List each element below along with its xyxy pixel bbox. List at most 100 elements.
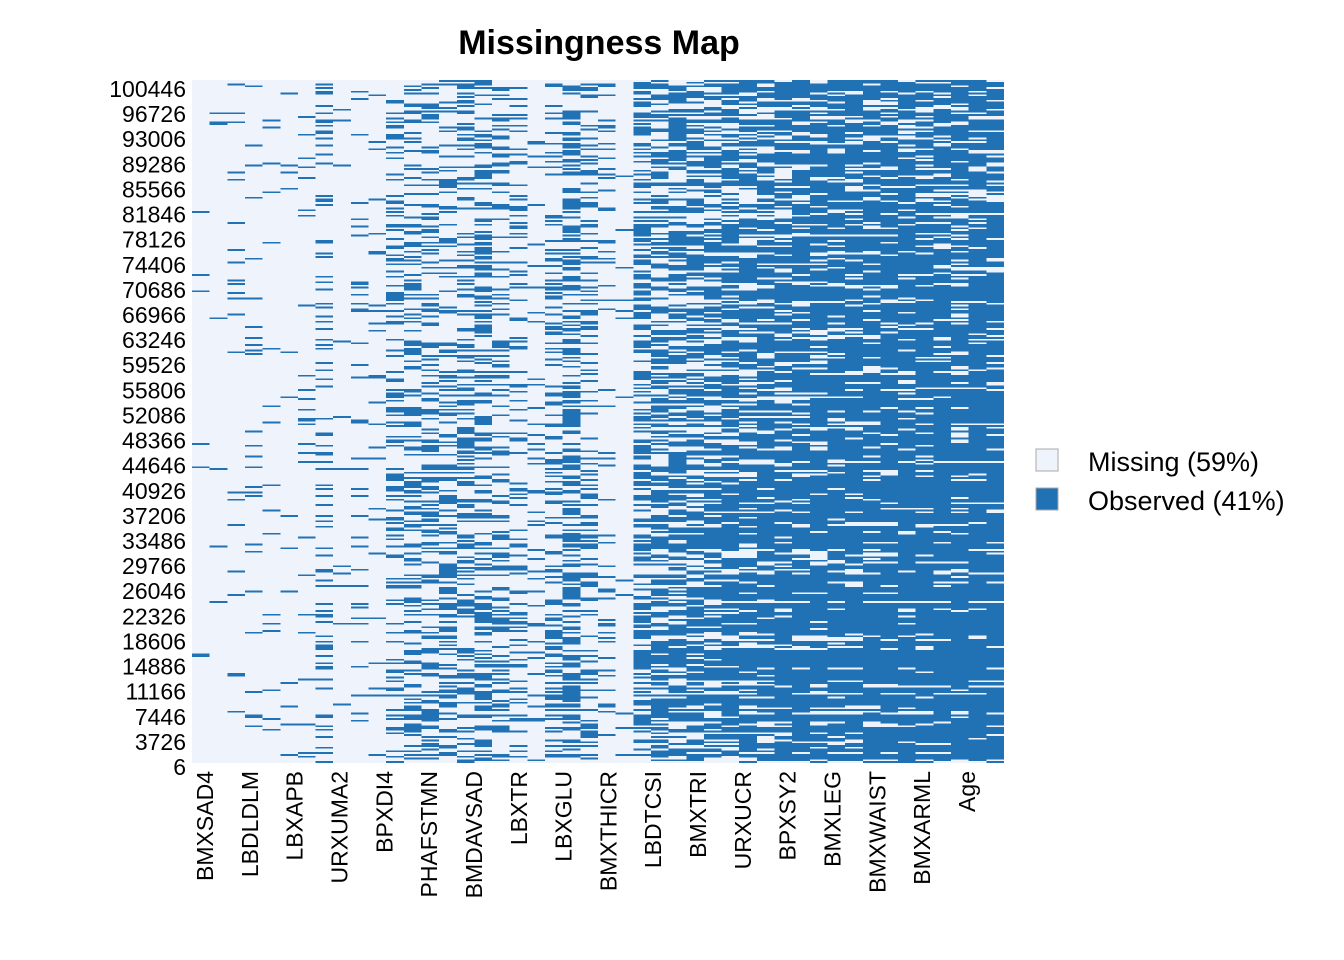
heatmap-column — [756, 80, 775, 762]
y-tick-label: 3726 — [135, 729, 186, 755]
observed-cells — [633, 81, 651, 756]
legend-label-observed: Observed (41%) — [1088, 486, 1285, 516]
x-axis-tick-labels: BMXSAD4 LBDLDLM LBXAPB URXUMA2 BPXDI4 PHAFSTM… — [192, 771, 980, 899]
heatmap-column — [968, 80, 987, 762]
observed-cells — [986, 81, 1004, 764]
observed-cells — [474, 80, 493, 762]
y-tick-label: 74406 — [122, 252, 186, 278]
heatmap-column — [262, 119, 281, 731]
heatmap-column — [862, 80, 881, 763]
observed-cells — [809, 83, 828, 764]
legend-label-missing: Missing (59%) — [1088, 447, 1259, 477]
observed-cells — [968, 80, 987, 762]
chart-title: Missingness Map — [458, 24, 740, 62]
x-tick-label: LBXGLU — [551, 771, 577, 862]
x-tick-label: BMDAVSAD — [461, 771, 487, 898]
x-tick-label: BMXWAIST — [864, 771, 890, 893]
observed-cells — [492, 87, 510, 762]
y-tick-label: 7446 — [135, 704, 186, 730]
observed-cells — [774, 81, 793, 762]
x-tick-label: LBDTCSI — [640, 771, 666, 868]
observed-cells — [880, 80, 899, 763]
observed-cells — [898, 81, 916, 764]
y-tick-label: 96726 — [122, 101, 186, 127]
y-tick-label: 18606 — [122, 628, 186, 654]
legend: Missing (59%) Observed (41%) — [1035, 447, 1285, 516]
heatmap-grid — [192, 80, 1004, 764]
observed-cells — [862, 80, 881, 763]
heatmap-column — [456, 80, 475, 763]
heatmap-column — [792, 80, 810, 762]
observed-cells — [739, 80, 757, 763]
heatmap-column — [686, 81, 704, 762]
x-tick-label: BMXLEG — [820, 771, 846, 867]
heatmap-column — [315, 83, 334, 764]
y-tick-label: 100446 — [109, 76, 186, 102]
observed-cells — [456, 80, 475, 763]
heatmap-column — [898, 81, 916, 764]
x-tick-label: BPXSY2 — [775, 771, 801, 861]
y-tick-label: 55806 — [122, 377, 186, 403]
heatmap-column — [951, 80, 969, 760]
y-tick-label: 93006 — [122, 126, 186, 152]
observed-cells — [421, 83, 440, 760]
observed-cells — [315, 83, 334, 764]
observed-cells — [845, 80, 863, 762]
observed-cells — [650, 80, 669, 762]
observed-cells — [827, 80, 846, 762]
heatmap-column — [809, 83, 828, 764]
y-tick-label: 26046 — [122, 578, 186, 604]
y-tick-label: 33486 — [122, 528, 186, 554]
heatmap-column — [368, 94, 387, 756]
heatmap-column — [915, 80, 934, 763]
y-tick-label: 66966 — [122, 302, 186, 328]
observed-cells — [527, 141, 546, 762]
y-tick-label: 78126 — [122, 227, 186, 253]
y-tick-label: 14886 — [122, 654, 186, 680]
heatmap-column — [880, 80, 899, 763]
heatmap-column — [421, 83, 440, 760]
observed-cells — [951, 80, 969, 760]
y-tick-label: 40926 — [122, 478, 186, 504]
heatmap-column — [333, 108, 351, 706]
heatmap-column — [739, 80, 757, 763]
heatmap-column — [827, 80, 846, 762]
observed-cells — [545, 83, 563, 758]
heatmap-column — [933, 80, 952, 762]
observed-cells — [703, 80, 722, 758]
y-axis-tick-labels: 1004469672693006892868556681846781267440… — [109, 76, 186, 780]
y-tick-label: 29766 — [122, 553, 186, 579]
x-tick-label: URXUMA2 — [327, 771, 353, 883]
x-tick-label: BMXARML — [909, 771, 935, 885]
heatmap-column — [703, 80, 722, 758]
x-tick-label: LBDLDLM — [237, 771, 263, 877]
y-tick-label: 59526 — [122, 352, 186, 378]
heatmap-column — [403, 85, 422, 760]
y-tick-label: 70686 — [122, 277, 186, 303]
x-tick-label: LBXAPB — [282, 771, 308, 861]
y-tick-label: 63246 — [122, 327, 186, 353]
heatmap-column — [986, 81, 1004, 764]
x-tick-label: LBXTR — [506, 771, 532, 845]
legend-swatch-missing — [1035, 448, 1059, 472]
observed-cells — [403, 85, 422, 760]
y-tick-label: 22326 — [122, 603, 186, 629]
y-tick-label: 52086 — [122, 402, 186, 428]
heatmap-column — [633, 81, 651, 756]
heatmap-column — [668, 85, 687, 762]
observed-cells — [262, 119, 281, 731]
observed-cells — [598, 83, 616, 737]
observed-cells — [368, 94, 387, 756]
y-tick-label: 85566 — [122, 176, 186, 202]
x-tick-label: Age — [954, 771, 980, 812]
x-tick-label: BMXTHICR — [595, 771, 621, 891]
observed-cells — [333, 108, 351, 706]
observed-cells — [792, 80, 810, 762]
observed-cells — [915, 80, 934, 763]
heatmap-column — [598, 83, 616, 737]
heatmap-column — [774, 81, 793, 762]
y-tick-label: 48366 — [122, 428, 186, 454]
x-tick-label: BMXSAD4 — [192, 771, 218, 881]
heatmap-column — [492, 87, 510, 762]
